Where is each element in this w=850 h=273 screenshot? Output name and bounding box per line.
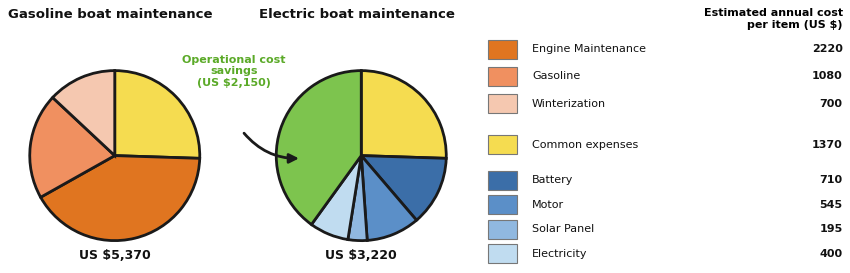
Text: Winterization: Winterization [532, 99, 606, 109]
Wedge shape [361, 71, 446, 158]
Text: 710: 710 [819, 175, 842, 185]
FancyBboxPatch shape [488, 220, 518, 239]
Text: 1080: 1080 [812, 72, 842, 81]
Text: Solar Panel: Solar Panel [532, 224, 594, 234]
FancyBboxPatch shape [488, 94, 518, 113]
Text: Engine Maintenance: Engine Maintenance [532, 44, 646, 54]
Text: Battery: Battery [532, 175, 574, 185]
Text: Operational cost
savings
(US $2,150): Operational cost savings (US $2,150) [182, 55, 286, 88]
Text: US $5,370: US $5,370 [79, 249, 150, 262]
Text: Electric boat maintenance: Electric boat maintenance [259, 8, 455, 21]
Text: Gasoline: Gasoline [532, 72, 581, 81]
Wedge shape [53, 71, 115, 156]
Wedge shape [276, 71, 361, 224]
Text: 195: 195 [819, 224, 842, 234]
FancyBboxPatch shape [488, 67, 518, 86]
FancyBboxPatch shape [488, 40, 518, 59]
FancyBboxPatch shape [488, 195, 518, 214]
Text: 700: 700 [819, 99, 842, 109]
Text: 545: 545 [819, 200, 842, 210]
Text: US $3,220: US $3,220 [326, 249, 397, 262]
Wedge shape [30, 97, 115, 197]
Text: 400: 400 [819, 249, 842, 259]
Wedge shape [348, 156, 367, 241]
FancyBboxPatch shape [488, 135, 518, 154]
Text: Estimated annual cost
per item (US $): Estimated annual cost per item (US $) [704, 8, 842, 30]
Wedge shape [41, 156, 200, 241]
Wedge shape [115, 71, 200, 158]
FancyBboxPatch shape [488, 244, 518, 263]
Wedge shape [361, 156, 416, 241]
FancyBboxPatch shape [488, 171, 518, 190]
Text: Gasoline boat maintenance: Gasoline boat maintenance [8, 8, 213, 21]
Text: 1370: 1370 [812, 140, 842, 150]
Wedge shape [361, 156, 446, 220]
Wedge shape [311, 156, 361, 239]
Text: 2220: 2220 [812, 44, 842, 54]
Text: Common expenses: Common expenses [532, 140, 638, 150]
Text: Motor: Motor [532, 200, 564, 210]
Text: Electricity: Electricity [532, 249, 587, 259]
